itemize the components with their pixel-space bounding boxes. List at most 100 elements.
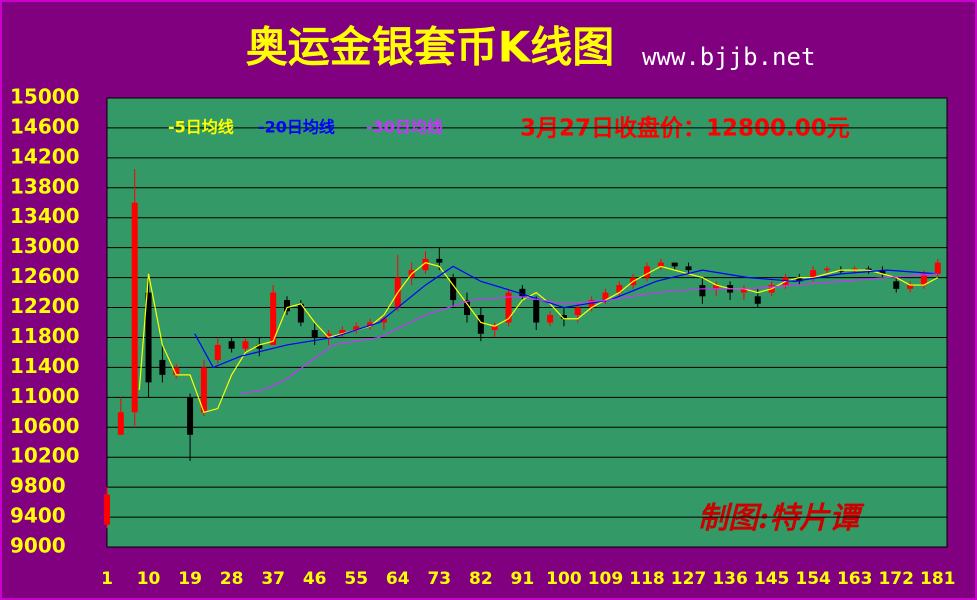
candle-body — [754, 296, 761, 304]
candle-body — [699, 285, 706, 297]
candle-body — [934, 262, 941, 274]
candle-body — [380, 318, 387, 323]
candle-body — [173, 367, 180, 375]
candle-body — [740, 288, 747, 293]
candle-body — [837, 270, 844, 272]
y-tick-label: 11800 — [10, 324, 80, 348]
candle-body — [450, 277, 457, 301]
y-tick-label: 11000 — [10, 384, 80, 408]
candle-body — [491, 326, 498, 330]
candle-body — [533, 300, 540, 323]
y-tick-label: 10200 — [10, 444, 80, 468]
candle-body — [657, 262, 664, 267]
x-tick-label: 100 — [546, 569, 582, 589]
candle-body — [422, 258, 429, 271]
x-tick-label: 1 — [101, 569, 113, 589]
candle-body — [616, 285, 623, 293]
candle-body — [519, 288, 526, 297]
candle-body — [367, 322, 374, 327]
x-tick-label: 154 — [795, 569, 831, 589]
y-tick-label: 9000 — [10, 534, 66, 558]
candle-body — [920, 273, 927, 286]
x-tick-label: 28 — [220, 569, 244, 589]
candle-body — [284, 300, 290, 312]
y-tick-label: 9800 — [10, 474, 66, 498]
y-tick-label: 10600 — [10, 414, 80, 438]
candle-body — [256, 344, 263, 349]
candle-body — [477, 315, 484, 334]
x-tick-label: 19 — [178, 569, 202, 589]
subtitle: www.bjjb.net — [642, 43, 815, 71]
moving-average-line — [240, 273, 938, 395]
y-tick-label: 13000 — [10, 234, 80, 258]
candle-body — [907, 285, 914, 289]
candle-body — [602, 292, 609, 301]
candle-body — [270, 292, 277, 345]
candle-body — [588, 300, 595, 308]
candle-body — [574, 307, 581, 316]
y-tick-label: 13400 — [10, 204, 80, 228]
x-tick-label: 46 — [303, 569, 327, 589]
x-tick-label: 118 — [629, 569, 665, 589]
candle-body — [159, 359, 166, 375]
y-tick-label: 11400 — [10, 354, 80, 378]
candle-body — [242, 341, 249, 349]
candle-body — [131, 202, 138, 413]
candle-body — [851, 268, 858, 271]
x-tick-label: 82 — [469, 569, 493, 589]
legend-entry: -5日均线 — [168, 118, 234, 137]
candle-body — [339, 329, 346, 334]
x-tick-label: 136 — [712, 569, 748, 589]
candle-body — [353, 326, 360, 330]
x-tick-label: 64 — [386, 569, 410, 589]
x-tick-label: 109 — [588, 569, 624, 589]
legend-entry: -20日均线 — [258, 118, 335, 137]
candle-body — [187, 397, 194, 435]
x-tick-label: 37 — [261, 569, 285, 589]
candle-body — [685, 266, 692, 271]
candle-body — [644, 266, 650, 278]
x-tick-label: 10 — [137, 569, 161, 589]
candle-body — [505, 292, 512, 323]
candle-body — [824, 268, 830, 271]
candle-body — [865, 268, 872, 271]
x-tick-label: 181 — [920, 569, 956, 589]
x-tick-label: 172 — [878, 569, 914, 589]
y-tick-label: 13800 — [10, 174, 80, 198]
candle-body — [200, 367, 207, 413]
candle-body — [117, 412, 124, 435]
candle-body — [228, 341, 235, 349]
candle-body — [325, 333, 332, 338]
candle-body — [796, 277, 803, 282]
legend-entry: -30日均线 — [366, 118, 443, 137]
chart-title: 奥运金银套币K线图 — [246, 23, 615, 72]
candle-body — [311, 329, 318, 338]
y-tick-label: 14600 — [10, 114, 80, 138]
candle-body — [104, 494, 110, 525]
candle-body — [297, 303, 304, 323]
moving-average-line — [194, 265, 938, 369]
y-tick-label: 14200 — [10, 144, 80, 168]
y-tick-label: 12600 — [10, 264, 80, 288]
candle-body — [810, 270, 817, 278]
y-tick-label: 15000 — [10, 85, 80, 109]
x-tick-label: 91 — [511, 569, 535, 589]
candle-body — [893, 281, 900, 289]
x-tick-label: 55 — [344, 569, 368, 589]
y-tick-label: 12200 — [10, 294, 80, 318]
candle-body — [879, 270, 886, 274]
plot-area — [106, 97, 948, 548]
moving-average-line — [138, 261, 939, 414]
x-tick-label: 145 — [754, 569, 790, 589]
candle-body — [436, 258, 443, 263]
candle-body — [671, 262, 678, 267]
candle-body — [713, 285, 720, 289]
x-tick-label: 127 — [671, 569, 707, 589]
candle-body — [547, 315, 554, 323]
watermark: 制图:特片谭 — [698, 501, 865, 536]
x-tick-label: 73 — [427, 569, 451, 589]
candle-body — [145, 292, 152, 383]
candle-body — [214, 344, 221, 360]
